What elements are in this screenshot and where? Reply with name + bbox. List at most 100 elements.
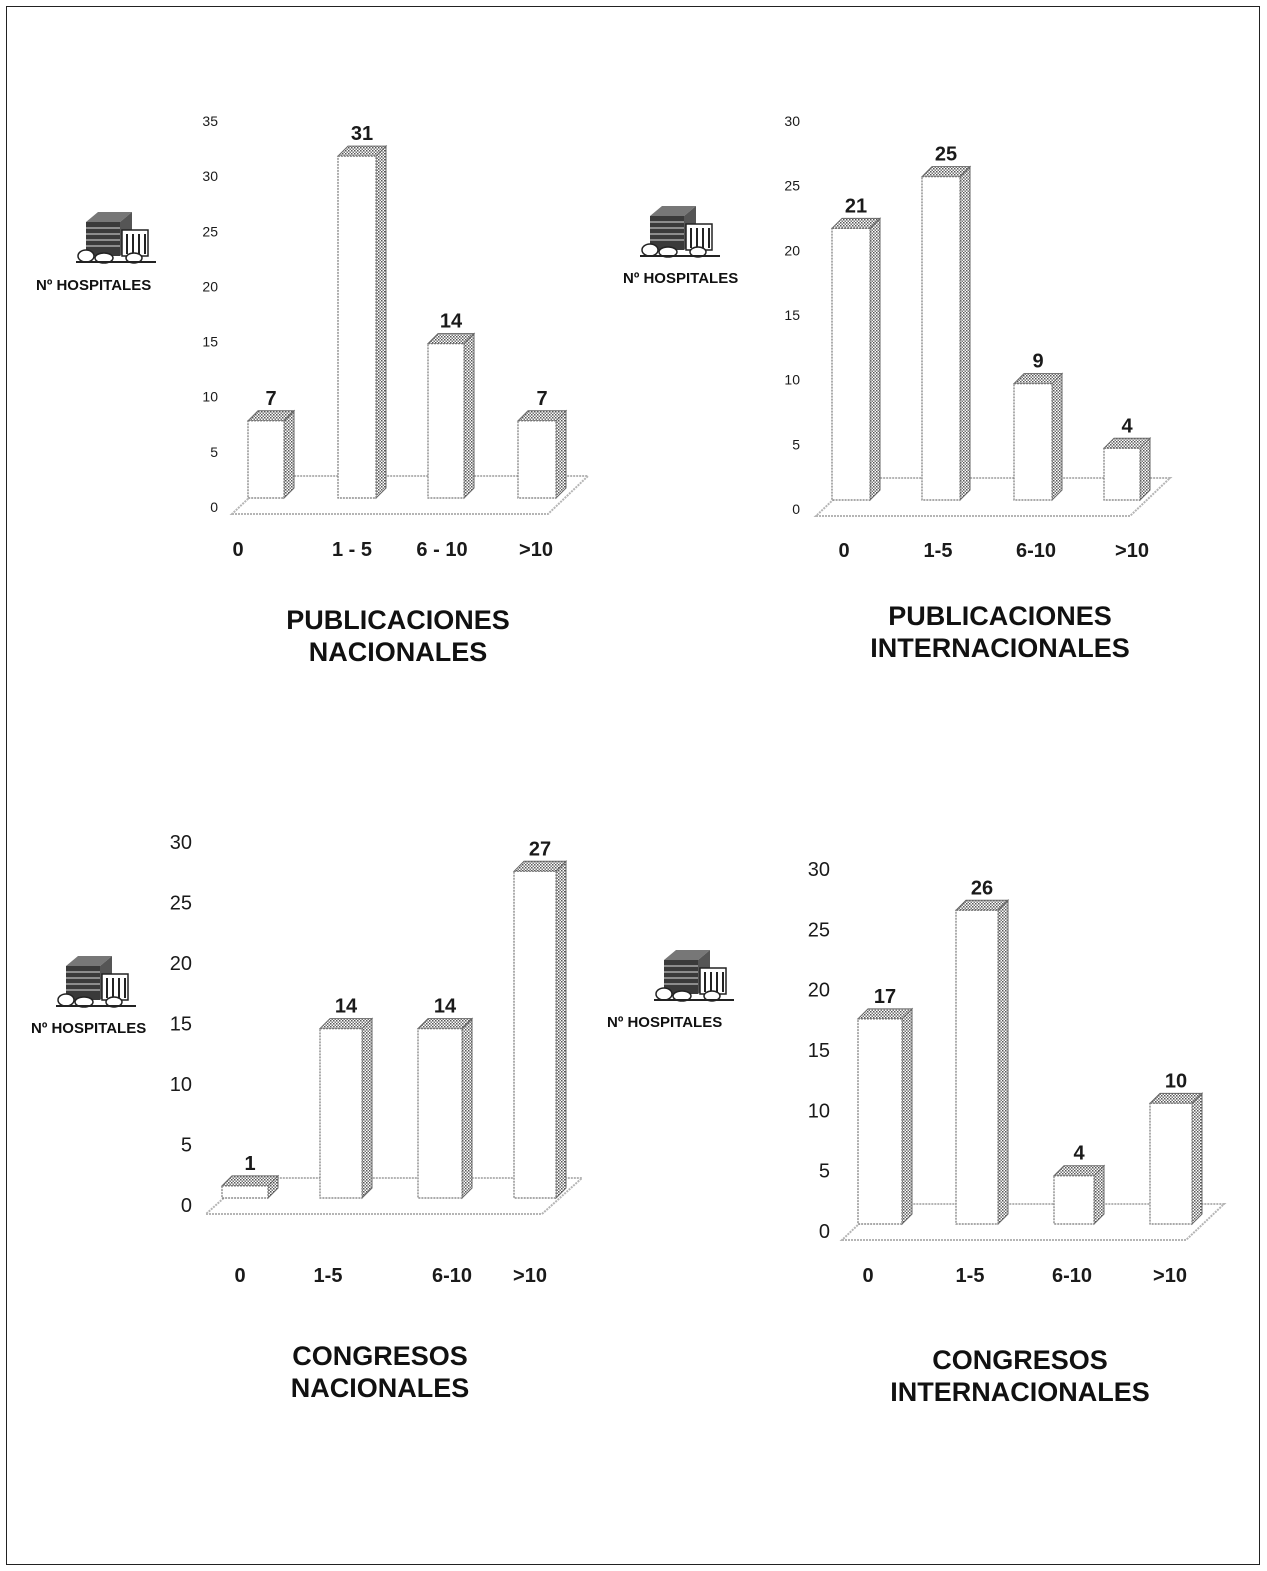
y-tick-label: 10 <box>808 1100 830 1122</box>
bar-front <box>955 909 999 1225</box>
data-label: 14 <box>434 996 457 1018</box>
x-tick-label: 6-10 <box>1052 1265 1092 1287</box>
data-label: 4 <box>1073 1143 1085 1165</box>
x-tick-label: >10 <box>513 1265 547 1287</box>
chart-title: PUBLICACIONES INTERNACIONALES <box>870 601 1130 663</box>
bar-front <box>247 420 285 499</box>
x-tick-label: 1 - 5 <box>332 539 372 561</box>
bar-front <box>1103 447 1141 501</box>
x-tick-label: 6 - 10 <box>416 539 467 561</box>
y-tick-label: 20 <box>808 980 830 1002</box>
chart-title: PUBLICACIONES NACIONALES <box>286 605 510 667</box>
hospital-building-icon <box>76 212 156 264</box>
y-tick-label: 0 <box>181 1195 192 1217</box>
y-tick-label: 5 <box>819 1161 830 1183</box>
x-tick-label: >10 <box>1153 1265 1187 1287</box>
y-axis-label: Nº HOSPITALES <box>36 277 152 294</box>
bar-side <box>997 899 1009 1226</box>
bar-front <box>1013 383 1053 501</box>
bar-chart-plot: 0 5 10 15 20 25 30 35 7 31 14 7 0 1 - 5 6 - 10 >10 <box>202 113 591 561</box>
y-tick-label: 15 <box>202 334 218 350</box>
y-tick-label: 0 <box>819 1221 830 1243</box>
bar-front <box>1053 1175 1095 1225</box>
x-tick-label: 0 <box>232 539 243 561</box>
bar-front <box>921 176 961 501</box>
y-tick-label: 20 <box>784 242 800 258</box>
y-tick-label: 30 <box>170 832 192 854</box>
bar-side <box>901 1007 913 1226</box>
bar <box>856 1007 914 1226</box>
data-label: 7 <box>265 388 276 410</box>
y-tick-label: 0 <box>792 501 800 517</box>
bar <box>1102 437 1152 502</box>
x-tick-label: >10 <box>519 539 553 561</box>
hospital-building-icon <box>654 950 734 1002</box>
figure-frame <box>6 6 1260 1565</box>
data-label: 14 <box>335 996 358 1018</box>
chart-publicaciones-nacionales: Nº HOSPITALES 0 5 10 15 20 25 30 35 7 31 14 7 0 1 - 5… <box>0 0 633 700</box>
y-tick-label: 25 <box>202 223 218 239</box>
data-label: 1 <box>244 1153 255 1175</box>
chart-congresos-internacionales: Nº HOSPITALES 0 5 10 15 20 25 30 17 26 4 10 0 1-5 6-1… <box>607 859 1227 1407</box>
bar <box>1148 1092 1204 1226</box>
bar-front <box>857 1018 903 1225</box>
x-tick-label: 6-10 <box>432 1265 472 1287</box>
bar-front <box>831 227 871 501</box>
bar <box>830 217 882 502</box>
hospital-building-icon <box>640 206 720 258</box>
bar <box>220 1174 280 1200</box>
data-label: 17 <box>874 986 896 1008</box>
data-label: 14 <box>440 311 463 333</box>
x-tick-label: 1-5 <box>924 540 953 562</box>
y-tick-label: 20 <box>202 278 218 294</box>
y-tick-label: 30 <box>784 113 800 129</box>
bar-front <box>337 155 377 499</box>
chart-publicaciones-internacionales: Nº HOSPITALES 0 5 10 15 20 25 30 21 25 9 4 0 1-5 6-10… <box>0 0 1267 700</box>
y-tick-label: 10 <box>784 372 800 388</box>
y-axis-label: Nº HOSPITALES <box>607 1014 723 1031</box>
y-tick-label: 25 <box>170 893 192 915</box>
bar <box>318 1017 374 1200</box>
bar-chart-plot: 0 5 10 15 20 25 30 17 26 4 10 0 1-5 6-10 >10 <box>808 859 1227 1287</box>
data-label: 25 <box>935 144 957 166</box>
bar-top <box>954 899 1010 911</box>
bar <box>516 409 568 500</box>
x-tick-label: 0 <box>838 540 849 562</box>
y-tick-label: 15 <box>808 1040 830 1062</box>
bar-front <box>221 1185 269 1199</box>
bar-top <box>1148 1092 1204 1104</box>
y-tick-label: 35 <box>202 113 218 129</box>
x-tick-label: >10 <box>1115 540 1149 562</box>
x-tick-label: 0 <box>234 1265 245 1287</box>
y-tick-label: 10 <box>170 1074 192 1096</box>
hospital-building-icon <box>56 956 136 1008</box>
data-label: 21 <box>845 195 867 217</box>
y-tick-label: 10 <box>202 389 218 405</box>
y-tick-label: 0 <box>210 499 218 515</box>
y-tick-label: 30 <box>808 859 830 881</box>
bar-front <box>1149 1102 1193 1225</box>
bar-top <box>856 1008 914 1020</box>
y-tick-label: 15 <box>784 307 800 323</box>
bar <box>512 860 568 1200</box>
bar-front <box>417 1027 463 1199</box>
bar <box>1052 1164 1106 1226</box>
bar-front <box>517 420 557 499</box>
floor-plane <box>203 1177 585 1215</box>
chart-title: CONGRESOS INTERNACIONALES <box>890 1345 1150 1407</box>
chart-congresos-nacionales: Nº HOSPITALES 0 5 10 15 20 25 30 1 14 14 27 0 1-5 6-1… <box>0 0 633 1420</box>
bar <box>426 332 476 500</box>
data-label: 10 <box>1165 1070 1187 1092</box>
data-label: 27 <box>529 838 551 860</box>
data-label: 26 <box>971 877 993 899</box>
y-tick-label: 5 <box>210 444 218 460</box>
y-tick-label: 25 <box>808 919 830 941</box>
data-label: 9 <box>1032 351 1043 373</box>
bar <box>954 899 1010 1226</box>
x-tick-label: 0 <box>862 1265 873 1287</box>
bar-front <box>319 1027 363 1199</box>
x-tick-label: 6-10 <box>1016 540 1056 562</box>
y-tick-label: 20 <box>170 953 192 975</box>
y-axis-label: Nº HOSPITALES <box>623 270 739 287</box>
bar <box>920 165 972 502</box>
